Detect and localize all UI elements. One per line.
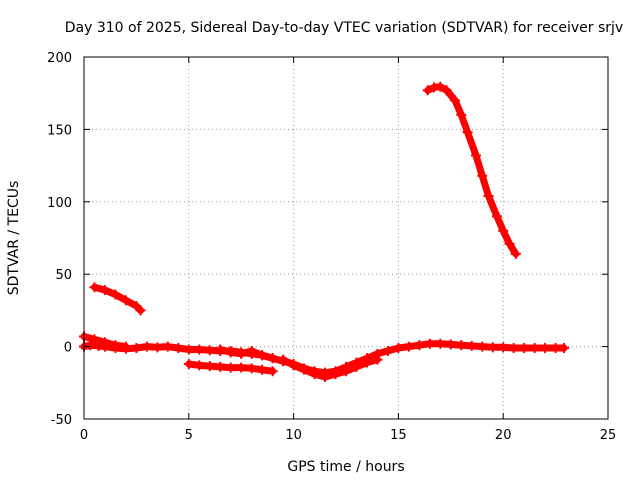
data-point (173, 343, 184, 354)
data-point (89, 282, 100, 293)
data-point (183, 344, 194, 355)
x-tick-label: 15 (390, 428, 407, 443)
data-point (278, 354, 289, 365)
data-point (120, 341, 131, 352)
data-point (225, 347, 236, 358)
x-axis-label: GPS time / hours (287, 459, 404, 475)
data-point (267, 366, 278, 377)
data-point (131, 343, 142, 354)
data-point (257, 364, 268, 375)
data-point (215, 361, 226, 372)
data-point (491, 211, 502, 222)
data-point (456, 340, 467, 351)
y-tick-label: 50 (55, 268, 72, 283)
data-point (152, 342, 163, 353)
data-point (288, 360, 299, 371)
data-point (393, 343, 404, 354)
plot-frame (83, 56, 609, 420)
data-point (540, 343, 551, 354)
data-point (504, 238, 515, 249)
data-point (477, 170, 488, 181)
data-point (194, 360, 205, 371)
data-point (424, 338, 435, 349)
y-tick-label: 100 (47, 196, 72, 211)
data-point (519, 343, 530, 354)
data-point (110, 340, 121, 351)
data-point (456, 109, 467, 120)
series-trace (279, 356, 381, 381)
series-sat-g (422, 81, 521, 259)
data-point (236, 348, 247, 359)
data-point (204, 345, 215, 356)
data-point (529, 343, 540, 354)
data-point (435, 338, 446, 349)
data-point (508, 343, 519, 354)
y-tick-label: -50 (51, 413, 72, 428)
data-point (498, 342, 509, 353)
data-point (204, 361, 215, 372)
y-tick-label: 0 (64, 341, 72, 356)
data-point (351, 361, 362, 372)
data-point (246, 363, 257, 374)
data-point (558, 343, 569, 354)
data-point (341, 366, 351, 377)
data-point (330, 369, 341, 380)
data-point (477, 341, 488, 352)
data-point (435, 81, 446, 92)
data-point (449, 95, 460, 106)
x-tick-label: 10 (285, 428, 302, 443)
data-point (183, 358, 194, 369)
x-tick-label: 0 (80, 428, 88, 443)
series-sat-a (79, 338, 569, 378)
data-point (99, 337, 110, 348)
data-point (441, 85, 452, 96)
ticks: 0 5 10 15 20 25 -50 0 50 100 150 200 (47, 51, 616, 443)
data-point (466, 340, 477, 351)
data-point (194, 344, 205, 355)
data-point (462, 127, 473, 138)
data-point (135, 305, 146, 316)
data-point (498, 225, 509, 236)
data-point (89, 334, 100, 345)
data-point (309, 369, 320, 380)
data-point (225, 362, 236, 373)
data-point (422, 85, 433, 96)
data-point (320, 372, 331, 383)
data-point (299, 364, 310, 375)
data-point (487, 342, 498, 353)
data-point (372, 354, 383, 365)
data-point (257, 350, 268, 361)
x-tick-label: 20 (495, 428, 512, 443)
data-layer (79, 81, 569, 383)
data-point (99, 285, 110, 296)
data-point (215, 344, 226, 355)
data-point (445, 339, 456, 350)
data-point (403, 341, 414, 352)
y-tick-label: 200 (47, 51, 72, 66)
series-sat-c (89, 282, 146, 316)
data-point (141, 341, 152, 352)
series-sat-d (183, 358, 278, 377)
data-point (361, 357, 372, 368)
data-point (414, 340, 425, 351)
data-point (246, 345, 257, 356)
series-sat-e (215, 344, 289, 367)
x-tick-label: 25 (600, 428, 617, 443)
data-point (120, 295, 131, 306)
data-point (510, 248, 521, 259)
data-point (162, 341, 173, 352)
data-point (382, 345, 393, 356)
data-point (267, 353, 278, 364)
data-point (470, 150, 481, 161)
data-point (483, 191, 494, 202)
series-sat-f (278, 354, 383, 383)
x-tick-label: 5 (185, 428, 193, 443)
data-point (110, 289, 121, 300)
data-point (236, 362, 247, 373)
y-axis-label: SDTVAR / TECUs (6, 181, 22, 296)
chart-title: Day 310 of 2025, Sidereal Day-to-day VTE… (65, 20, 623, 36)
y-tick-label: 150 (47, 123, 72, 138)
data-point (550, 343, 561, 354)
